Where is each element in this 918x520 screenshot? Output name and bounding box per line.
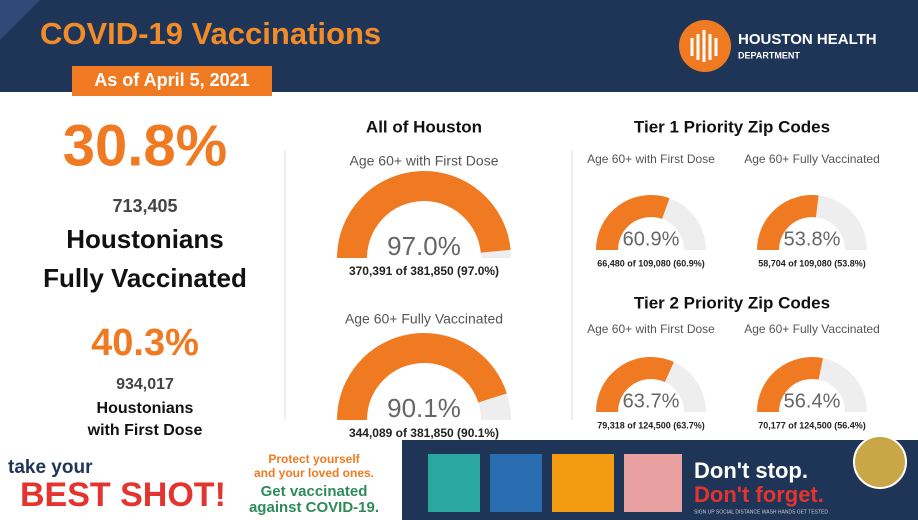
gauge-detail: 66,480 of 109,080 (60.9%) <box>597 258 705 268</box>
percent-first: 40.3% <box>91 322 199 364</box>
label-fully: Houstonians <box>66 224 223 254</box>
percent-fully: 30.8% <box>63 113 227 178</box>
gauge-value: 56.4% <box>784 390 841 412</box>
icon <box>552 454 614 512</box>
footer-best: BEST SHOT! <box>20 476 226 514</box>
label-fully: Fully Vaccinated <box>43 263 247 293</box>
gauge-value: 60.9% <box>623 228 680 250</box>
gauge-label: Age 60+ Fully Vaccinated <box>744 152 880 166</box>
gauge-label: Age 60+ with First Dose <box>587 322 715 336</box>
seal <box>854 436 906 488</box>
count-fully: 713,405 <box>112 196 177 216</box>
icon <box>490 454 542 512</box>
gauge-value: 63.7% <box>623 390 680 412</box>
gauge-value: 53.8% <box>784 228 841 250</box>
group-title: All of Houston <box>366 117 482 136</box>
label-first: Houstonians <box>97 400 194 417</box>
gauge-value: 97.0% <box>387 231 461 261</box>
gauges: All of Houston Age 60+ with First Dose 97.… <box>345 117 880 440</box>
footer-get: Get vaccinated <box>261 483 368 500</box>
gauge-detail: 79,318 of 124,500 (63.7%) <box>597 420 705 430</box>
gauge-label: Age 60+ with First Dose <box>587 152 715 166</box>
gauge-detail: 344,089 of 381,850 (90.1%) <box>349 426 499 440</box>
gauge-detail: 370,391 of 381,850 (97.0%) <box>349 264 499 278</box>
gauge-label: Age 60+ Fully Vaccinated <box>744 322 880 336</box>
infographic: COVID-19 Vaccinations As of April 5, 202… <box>0 0 918 520</box>
footer-small: SIGN UP SOCIAL DISTANCE WASH HANDS GET T… <box>694 509 828 515</box>
group-title: Tier 1 Priority Zip Codes <box>634 117 830 136</box>
footer-get: against COVID-19. <box>249 499 379 516</box>
title: COVID-19 Vaccinations <box>40 16 381 51</box>
icon <box>624 454 682 512</box>
label-first: with First Dose <box>87 422 203 439</box>
footer-dont-stop: Don't stop. <box>694 458 808 483</box>
footer-protect: Protect yourself <box>268 452 360 466</box>
logo-subtext: DEPARTMENT <box>738 50 800 60</box>
footer-dont-forget: Don't forget. <box>694 482 824 507</box>
footer-protect: and your loved ones. <box>254 466 374 480</box>
gauge-label: Age 60+ Fully Vaccinated <box>345 311 503 327</box>
count-first: 934,017 <box>116 376 174 393</box>
gauge-value: 90.1% <box>387 393 461 423</box>
footer-take: take your <box>8 457 93 478</box>
group-title: Tier 2 Priority Zip Codes <box>634 293 830 312</box>
gauge-label: Age 60+ with First Dose <box>349 153 498 169</box>
gauge-detail: 70,177 of 124,500 (56.4%) <box>758 420 866 430</box>
gauge-detail: 58,704 of 109,080 (53.8%) <box>758 258 866 268</box>
icon <box>428 454 480 512</box>
date: As of April 5, 2021 <box>94 70 249 90</box>
logo-text: HOUSTON HEALTH <box>738 31 877 48</box>
